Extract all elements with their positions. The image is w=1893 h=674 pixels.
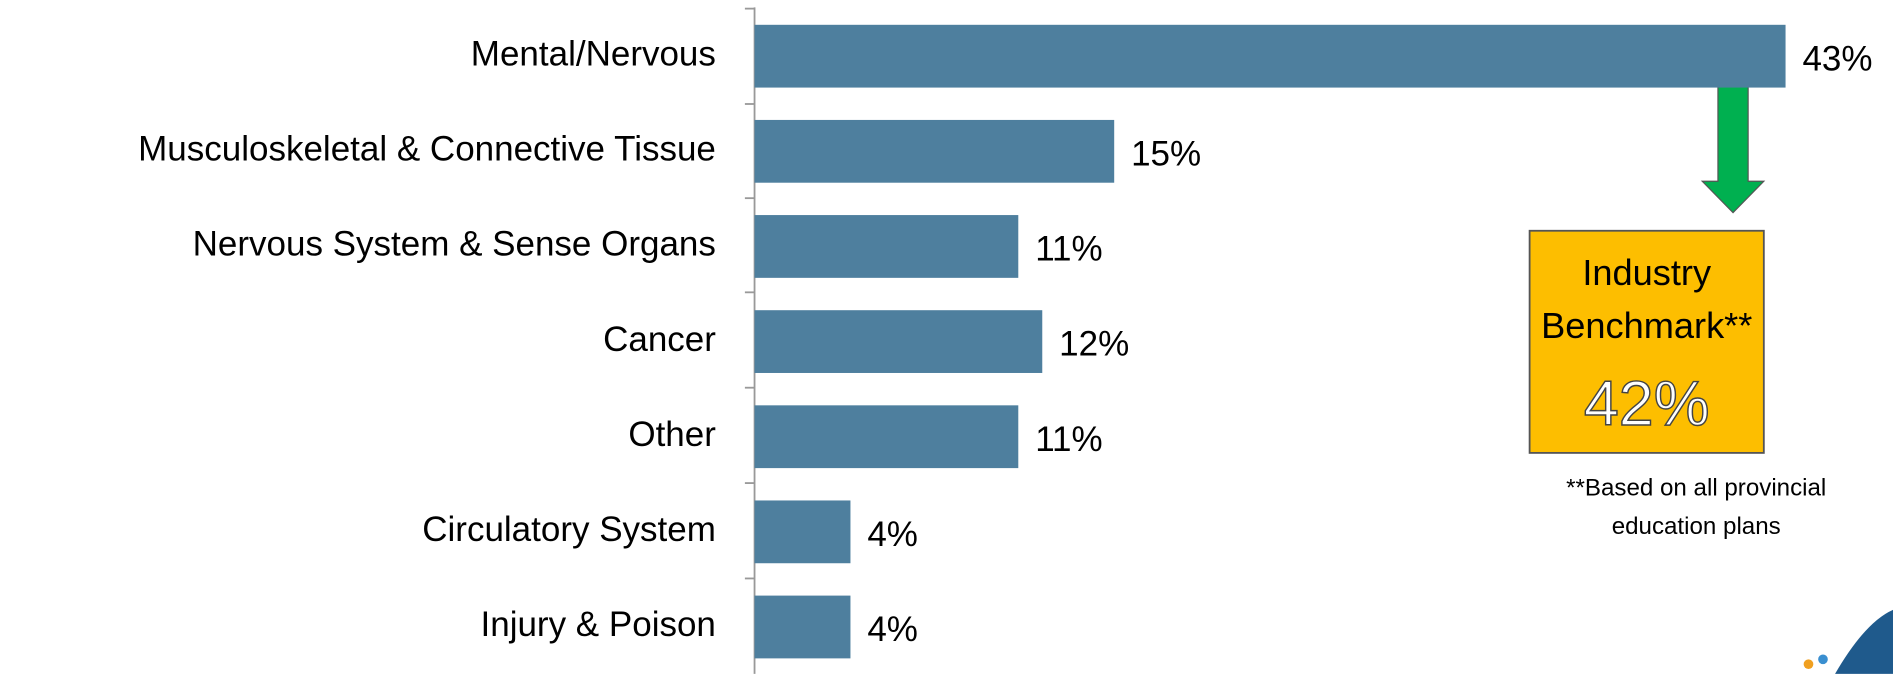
footnote: education plans [1612,513,1781,540]
bar [754,215,1019,278]
logo-dot [1818,654,1828,665]
logo [1803,609,1893,674]
benchmark-title: Benchmark** [1541,305,1752,346]
bar [754,310,1043,373]
category-label: Mental/Nervous [471,34,716,73]
category-label: Cancer [603,320,716,359]
value-label: 15% [1131,134,1201,173]
value-label: 4% [867,610,918,649]
logo-dot [1803,659,1814,669]
benchmark-box [1528,229,1765,454]
axis [744,7,756,674]
category-label: Injury & Poison [481,605,716,644]
value-label: 43% [1802,39,1872,78]
bar [754,119,1115,183]
category-label: Other [628,415,716,454]
benchmark-value: 42% [1584,369,1710,439]
bar [754,24,1786,88]
category-label: Nervous System & Sense Organs [193,225,716,264]
footnote: **Based on all provincial [1566,474,1826,501]
value-label: 12% [1059,325,1129,364]
bar [754,405,1019,469]
category-label: Musculoskeletal & Connective Tissue [138,130,716,169]
arrow [1700,79,1766,214]
category-label: Circulatory System [422,510,716,549]
benchmark-title: Industry [1582,252,1712,293]
value-label: 11% [1035,420,1102,459]
bar [754,500,851,564]
value-label: 11% [1035,230,1102,269]
logo-shape [1835,609,1893,674]
bar [754,595,851,659]
value-label: 4% [867,515,918,554]
